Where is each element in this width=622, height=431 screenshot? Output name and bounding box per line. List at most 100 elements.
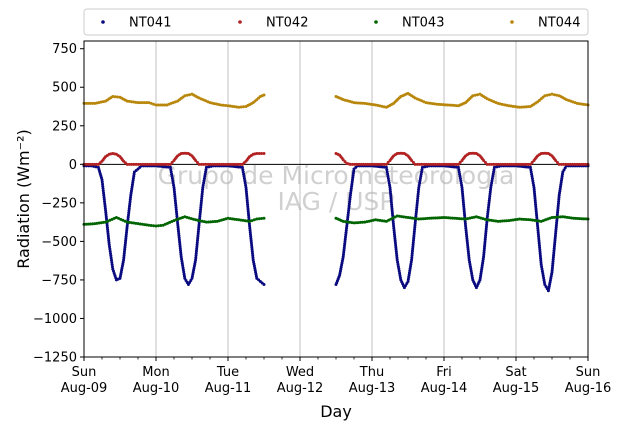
data-point-interp <box>350 180 354 184</box>
data-point-interp <box>194 254 198 258</box>
data-point <box>194 158 198 162</box>
data-point-interp <box>342 250 346 254</box>
data-point-interp <box>562 162 566 166</box>
x-tick-day: Thu <box>359 365 384 380</box>
data-point-interp <box>438 162 442 166</box>
data-point-interp <box>113 95 117 99</box>
data-point-interp <box>385 168 389 172</box>
data-point-interp <box>459 181 463 185</box>
x-tick-day: Mon <box>142 365 169 380</box>
data-point-interp <box>376 162 380 166</box>
data-point-interp <box>548 93 552 97</box>
data-point-interp <box>356 101 360 105</box>
data-point-interp <box>410 249 414 253</box>
data-point-interp <box>351 173 355 177</box>
data-point-interp <box>429 162 433 166</box>
data-point-interp <box>344 233 348 237</box>
data-point-interp <box>416 197 420 201</box>
data-point <box>154 162 158 166</box>
data-point-interp <box>202 179 206 183</box>
data-point-interp <box>174 210 178 214</box>
data-point-interp <box>351 162 355 166</box>
data-point-interp <box>140 101 144 105</box>
data-point-interp <box>349 191 353 195</box>
data-point-interp <box>230 162 234 166</box>
data-point <box>395 258 399 262</box>
data-point-interp <box>163 103 167 107</box>
data-point-interp <box>364 162 368 166</box>
data-point-interp <box>160 162 164 166</box>
data-point-interp <box>174 203 178 207</box>
data-point-interp <box>152 102 156 106</box>
data-point-interp <box>234 162 238 166</box>
data-point-interp <box>441 103 445 107</box>
data-point <box>100 178 104 182</box>
data-point <box>467 258 471 262</box>
data-point-interp <box>412 236 416 240</box>
data-point-interp <box>411 245 415 249</box>
data-point-interp <box>147 162 151 166</box>
data-point-interp <box>492 170 496 174</box>
data-point-interp <box>359 162 363 166</box>
data-point-interp <box>211 220 215 224</box>
data-point-interp <box>489 188 493 192</box>
data-point <box>435 102 439 106</box>
data-point-interp <box>420 170 424 174</box>
data-point-interp <box>260 217 264 221</box>
data-point-interp <box>201 183 205 187</box>
data-point-interp <box>487 162 491 166</box>
data-point-interp <box>242 177 246 181</box>
data-point-interp <box>342 246 346 250</box>
data-point-interp <box>156 103 160 107</box>
data-point-interp <box>507 162 511 166</box>
data-point-interp <box>169 168 173 172</box>
data-point-interp <box>529 168 533 172</box>
data-point-interp <box>358 101 362 105</box>
data-point-interp <box>354 221 358 225</box>
data-point-interp <box>145 162 149 166</box>
data-point-interp <box>418 162 422 166</box>
data-point-interp <box>385 170 389 174</box>
data-point-interp <box>347 206 351 210</box>
data-point-interp <box>239 105 243 109</box>
data-point-interp <box>584 162 588 166</box>
data-point-interp <box>136 162 140 166</box>
data-point-interp <box>416 190 420 194</box>
data-point-interp <box>491 174 495 178</box>
x-tick-date: Aug-09 <box>61 381 108 396</box>
data-point-interp <box>398 271 402 275</box>
data-point-interp <box>143 162 147 166</box>
data-point-interp <box>110 263 114 267</box>
data-point <box>453 216 457 220</box>
data-point-interp <box>101 182 105 186</box>
data-point <box>348 162 352 166</box>
data-point-interp <box>492 168 496 172</box>
data-point-interp <box>418 179 422 183</box>
data-point-interp <box>346 215 350 219</box>
data-point <box>550 92 554 96</box>
data-point-interp <box>103 202 107 206</box>
data-point-interp <box>127 206 131 210</box>
watermark-line-2: IAG / USP <box>278 187 395 216</box>
x-tick-day: Wed <box>286 365 314 380</box>
x-tick-day: Tue <box>216 365 239 380</box>
data-point-interp <box>242 105 246 109</box>
data-point-interp <box>555 160 559 164</box>
data-point-interp <box>199 201 203 205</box>
data-point-interp <box>577 162 581 166</box>
data-point-interp <box>490 162 494 166</box>
x-tick-date: Aug-10 <box>133 381 180 396</box>
data-point-interp <box>152 162 156 166</box>
data-point-interp <box>102 195 106 199</box>
data-point-interp <box>344 228 348 232</box>
data-point-interp <box>421 217 425 221</box>
data-point-interp <box>257 152 261 156</box>
data-point <box>226 162 230 166</box>
data-point <box>384 162 388 166</box>
y-axis-title: Radiation (Wm⁻²) <box>14 129 33 268</box>
data-point-interp <box>415 201 419 205</box>
data-point-interp <box>102 198 106 202</box>
data-point-interp <box>116 95 120 99</box>
data-point-interp <box>494 162 498 166</box>
data-point-interp <box>166 162 170 166</box>
